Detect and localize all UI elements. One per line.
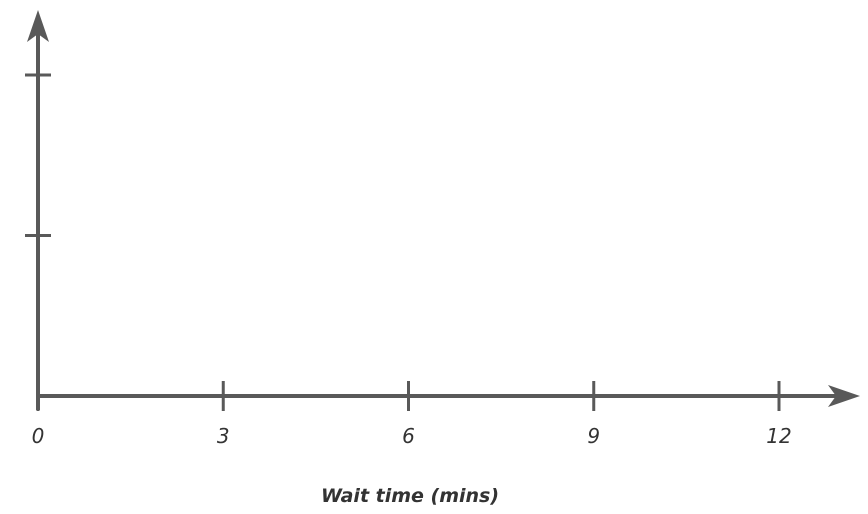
x-tick-labels: 0 3 6 9 12 (32, 424, 792, 448)
x-tick-label: 3 (217, 424, 230, 448)
x-tick-label: 6 (402, 424, 415, 448)
x-tick-label: 12 (766, 424, 791, 448)
x-tick-label: 0 (32, 424, 45, 448)
axes (27, 10, 860, 410)
y-axis-arrow-icon (27, 10, 49, 42)
x-axis-arrow-icon (828, 385, 860, 407)
y-ticks (25, 73, 51, 237)
x-axis-title: Wait time (mins) (321, 485, 499, 507)
x-ticks (36, 381, 781, 411)
x-tick-label: 9 (587, 424, 600, 448)
